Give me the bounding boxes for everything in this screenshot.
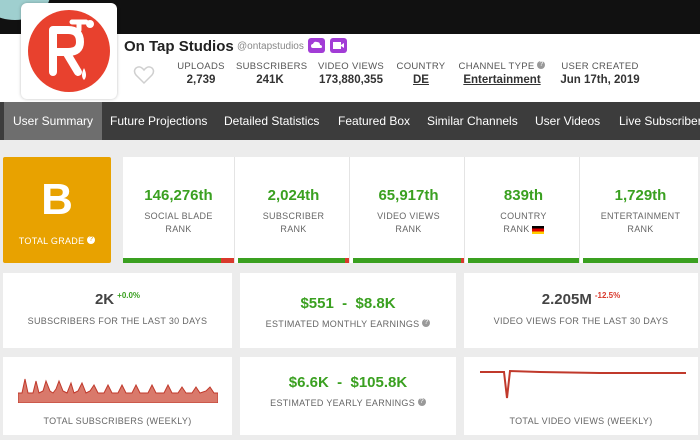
tab-future-projections[interactable]: Future Projections	[110, 114, 208, 128]
channel-logo	[28, 10, 110, 92]
rank-value: 65,917th	[378, 187, 439, 204]
rank-card-social-blade: 146,276th SOCIAL BLADE RANK	[123, 157, 235, 263]
video-views-30-days-delta: -12.5%	[594, 291, 621, 300]
video-views-sparkline	[480, 369, 686, 399]
monthly-earnings-label-text: ESTIMATED MONTHLY EARNINGS	[265, 319, 420, 329]
subscribers-30-days-delta: +0.0%	[117, 291, 141, 300]
rank-label: ENTERTAINMENT	[600, 211, 681, 221]
monthly-earnings-card: $551 - $8.8K ESTIMATED MONTHLY EARNINGS …	[240, 273, 456, 348]
stat-label: COUNTRY	[396, 61, 446, 72]
stat-country: COUNTRY DE	[396, 61, 446, 86]
stat-label-text: CHANNEL TYPE	[458, 61, 535, 72]
stat-label: SUBSCRIBERS	[236, 61, 308, 72]
tap-logo-icon	[49, 19, 94, 80]
rank-label: VIDEO VIEWS	[377, 211, 440, 221]
stat-channel-type: CHANNEL TYPE ? Entertainment	[456, 61, 548, 86]
stat-label: CHANNEL TYPE ?	[456, 61, 548, 72]
video-views-30-days-label: VIDEO VIEWS FOR THE LAST 30 DAYS	[493, 316, 669, 326]
tab-user-summary[interactable]: User Summary	[4, 102, 103, 140]
subscribers-30-days-value: 2K	[94, 291, 115, 308]
rank-label: COUNTRY	[500, 211, 547, 221]
yearly-earnings-value: $6.6K - $105.8K	[288, 374, 408, 391]
help-icon[interactable]: ?	[87, 236, 96, 244]
stat-uploads: UPLOADS 2,739	[176, 61, 226, 86]
stat-subscribers: SUBSCRIBERS 241K	[236, 61, 308, 86]
rank-value: 1,729th	[614, 187, 667, 204]
rank-card-country: 839th COUNTRY RANK	[468, 157, 580, 263]
rank-label: RANK	[468, 223, 579, 236]
rank-label: RANK	[627, 224, 654, 234]
channel-avatar[interactable]	[21, 3, 117, 99]
grade-letter: B	[41, 175, 73, 224]
stat-user-created: USER CREATED Jun 17th, 2019	[558, 61, 642, 86]
stat-value: Jun 17th, 2019	[560, 74, 640, 86]
rank-card-entertainment: 1,729th ENTERTAINMENT RANK	[583, 157, 698, 263]
rank-label: RANK	[165, 224, 192, 234]
rank-value: 839th	[503, 187, 544, 204]
rank-label: SUBSCRIBER	[262, 211, 325, 221]
rank-label-text: RANK	[503, 224, 530, 234]
subscribers-sparkline	[18, 378, 218, 403]
yearly-earnings-label: ESTIMATED YEARLY EARNINGS ?	[240, 398, 456, 408]
help-icon[interactable]: ?	[537, 61, 546, 69]
storage-icon[interactable]	[308, 38, 325, 53]
total-subscribers-weekly-card: TOTAL SUBSCRIBERS (WEEKLY)	[3, 357, 232, 435]
stat-label: USER CREATED	[561, 61, 639, 72]
rank-card-subscriber: 2,024th SUBSCRIBER RANK	[238, 157, 350, 263]
subscribers-30-days-label: SUBSCRIBERS FOR THE LAST 30 DAYS	[27, 316, 208, 326]
heart-outline-icon[interactable]	[133, 65, 155, 85]
video-camera-icon[interactable]	[330, 38, 347, 53]
rank-bar	[353, 258, 464, 263]
grade-label: TOTAL GRADE ?	[3, 236, 111, 246]
total-video-views-label: TOTAL VIDEO VIEWS (WEEKLY)	[509, 416, 653, 426]
rank-panel: 146,276th SOCIAL BLADE RANK 2,024th SUBS…	[123, 157, 698, 263]
rank-bar	[238, 258, 349, 263]
yearly-earnings-card: $6.6K - $105.8K ESTIMATED YEARLY EARNING…	[240, 357, 456, 435]
rank-bar-red	[460, 258, 464, 263]
tab-live-subscriber-count[interactable]: Live Subscriber Co	[619, 114, 700, 128]
rank-label: RANK	[280, 224, 307, 234]
stat-value: 2,739	[186, 74, 216, 86]
subscribers-30-days-card: 2K +0.0% SUBSCRIBERS FOR THE LAST 30 DAYS	[3, 273, 232, 348]
tab-similar-channels[interactable]: Similar Channels	[427, 114, 518, 128]
monthly-earnings-label: ESTIMATED MONTHLY EARNINGS ?	[240, 319, 456, 329]
rank-bar	[583, 258, 698, 263]
rank-bar	[123, 258, 234, 263]
rank-label: RANK	[395, 224, 422, 234]
rank-bar-red	[220, 258, 234, 263]
tab-bar: User Summary Future Projections Detailed…	[0, 102, 700, 140]
country-link[interactable]: DE	[413, 74, 429, 86]
help-icon[interactable]: ?	[417, 398, 426, 406]
stat-video-views: VIDEO VIEWS 173,880,355	[316, 61, 386, 86]
stat-value: 173,880,355	[319, 74, 383, 86]
channel-handle: @ontapstudios	[237, 41, 304, 52]
channel-name: On Tap Studios	[124, 38, 234, 55]
tab-user-videos[interactable]: User Videos	[535, 114, 601, 128]
total-video-views-weekly-card: TOTAL VIDEO VIEWS (WEEKLY)	[464, 357, 698, 435]
rank-value: 2,024th	[267, 187, 320, 204]
rank-label: SOCIAL BLADE	[144, 211, 213, 221]
stat-label: VIDEO VIEWS	[317, 61, 385, 72]
germany-flag-icon	[531, 225, 544, 234]
stat-label: UPLOADS	[177, 61, 225, 72]
tab-featured-box[interactable]: Featured Box	[338, 114, 411, 128]
rank-bar-red	[344, 258, 349, 263]
video-views-30-days-card: 2.205M -12.5% VIDEO VIEWS FOR THE LAST 30…	[464, 273, 698, 348]
video-views-30-days-value: 2.205M	[541, 291, 592, 308]
rank-card-video-views: 65,917th VIDEO VIEWS RANK	[353, 157, 465, 263]
yearly-earnings-label-text: ESTIMATED YEARLY EARNINGS	[270, 398, 416, 408]
grade-label-text: TOTAL GRADE	[18, 236, 85, 246]
stat-value: 241K	[256, 74, 284, 86]
total-subscribers-label: TOTAL SUBSCRIBERS (WEEKLY)	[43, 416, 192, 426]
rank-value: 146,276th	[144, 187, 213, 204]
help-icon[interactable]: ?	[422, 319, 431, 327]
total-grade-card: B TOTAL GRADE ?	[3, 157, 111, 263]
tab-detailed-statistics[interactable]: Detailed Statistics	[224, 114, 320, 128]
monthly-earnings-value: $551 - $8.8K	[300, 295, 396, 312]
rank-bar	[468, 258, 579, 263]
channel-type-link[interactable]: Entertainment	[463, 74, 541, 86]
